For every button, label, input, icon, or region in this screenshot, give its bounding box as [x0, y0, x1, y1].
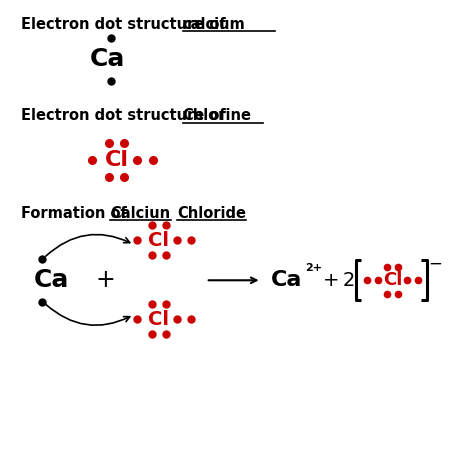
- Text: Ca: Ca: [34, 269, 70, 292]
- Text: Formation of: Formation of: [20, 206, 132, 221]
- Text: Cl: Cl: [148, 310, 169, 329]
- FancyArrowPatch shape: [46, 304, 130, 325]
- Text: +: +: [322, 271, 339, 290]
- Text: −: −: [428, 254, 442, 273]
- Text: Cl: Cl: [148, 231, 169, 250]
- Text: 2+: 2+: [305, 263, 322, 273]
- Text: Calciun: Calciun: [110, 206, 170, 221]
- Text: Cl: Cl: [105, 150, 128, 170]
- Text: Ca: Ca: [90, 48, 125, 71]
- Text: calcium: calcium: [182, 17, 246, 32]
- Text: +: +: [95, 269, 115, 292]
- Text: Chlorine: Chlorine: [182, 109, 252, 123]
- Text: Cl: Cl: [383, 271, 402, 289]
- Text: Ca: Ca: [271, 270, 302, 290]
- Text: 2: 2: [342, 271, 355, 290]
- Text: Electron dot structure of: Electron dot structure of: [20, 109, 230, 123]
- Text: Electron dot structure of: Electron dot structure of: [20, 17, 230, 32]
- Text: Chloride: Chloride: [177, 206, 246, 221]
- FancyArrowPatch shape: [46, 234, 130, 256]
